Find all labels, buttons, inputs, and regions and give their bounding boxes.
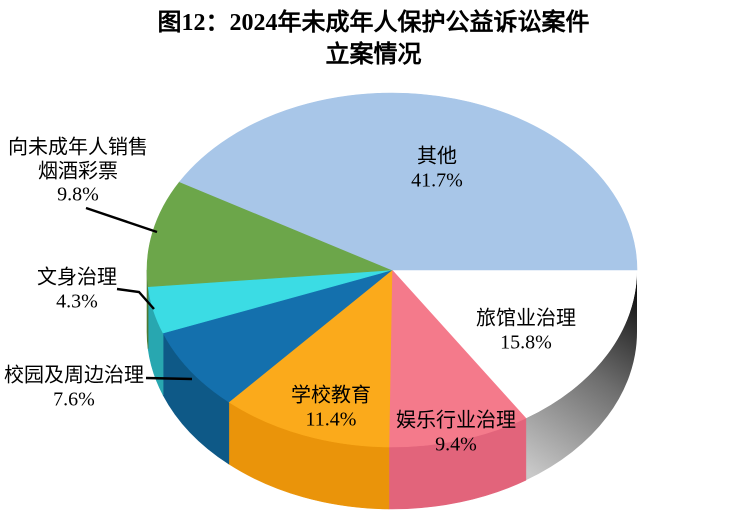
- pie-slice-hotel-side: [525, 270, 637, 481]
- chart-title: 图12：2024年未成年人保护公益诉讼案件 立案情况: [0, 8, 747, 71]
- pie-slice-entertainment-top: [388, 269, 527, 448]
- leader-line-campus: [145, 376, 193, 381]
- leader-line-tattoo: [116, 287, 155, 310]
- pie-leader-lines: [85, 206, 193, 381]
- leader-line-selling: [85, 206, 158, 234]
- pie-slice-campus-top: [162, 269, 393, 403]
- pie-side-walls: [146, 269, 637, 510]
- pie-slice-selling-top: [146, 181, 393, 287]
- pie-slice-hotel-top: [392, 270, 637, 419]
- pie-slice-school-top: [228, 269, 393, 448]
- chart-title-line1: 图12：2024年未成年人保护公益诉讼案件: [157, 10, 590, 36]
- pie-top-faces: [146, 92, 638, 448]
- chart-title-line2: 立案情况: [325, 41, 422, 68]
- pie-slice-other-top: [179, 92, 638, 271]
